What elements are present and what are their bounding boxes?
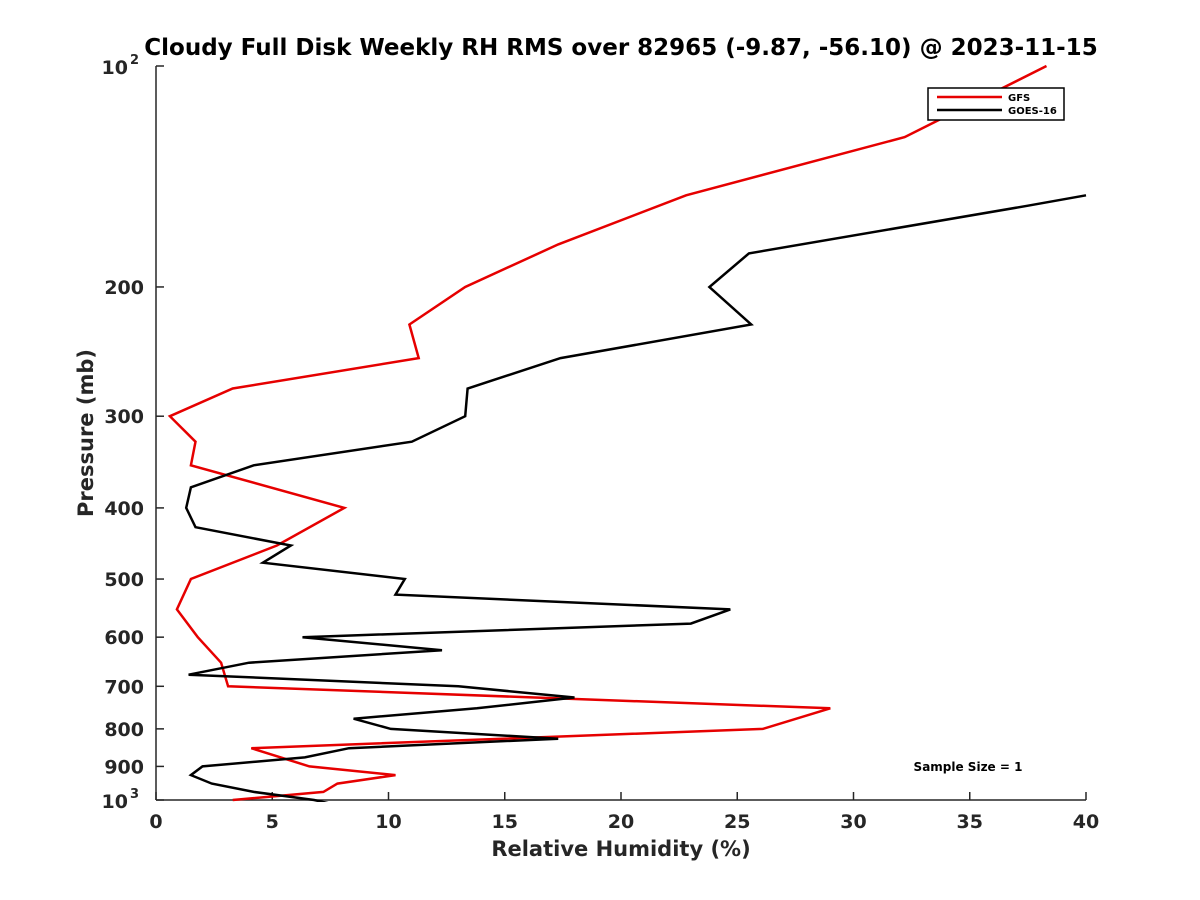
- y-axis-label: Pressure (mb): [74, 349, 98, 517]
- legend: GFS GOES-16: [927, 87, 1065, 121]
- y-tick-label: 800: [104, 719, 144, 741]
- series-line-gfs: [167, 64, 1048, 802]
- x-tick-label: 40: [1073, 811, 1099, 833]
- y-tick-label: 500: [104, 569, 144, 591]
- y-tick-label: 600: [104, 627, 144, 649]
- x-axis-label: Relative Humidity (%): [491, 837, 750, 861]
- y-tick-label: 10: [102, 791, 128, 813]
- sample-size-annotation: Sample Size = 1: [914, 760, 1023, 774]
- chart-title: Cloudy Full Disk Weekly RH RMS over 8296…: [144, 35, 1097, 61]
- series-line-goes16: [184, 194, 1087, 802]
- legend-goes16-label: GOES-16: [1008, 106, 1057, 117]
- y-tick-label: 300: [104, 406, 144, 428]
- y-tick-exponent: 2: [130, 53, 139, 68]
- y-tick-label: 200: [104, 277, 144, 299]
- x-tick-label: 35: [957, 811, 983, 833]
- x-tick-label: 25: [724, 811, 750, 833]
- y-tick-label: 400: [104, 498, 144, 520]
- x-tick-label: 15: [492, 811, 518, 833]
- y-tick-label: 10: [102, 57, 128, 79]
- y-tick-label: 700: [104, 676, 144, 698]
- x-tick-label: 30: [840, 811, 866, 833]
- x-tick-label: 10: [375, 811, 401, 833]
- x-tick-label: 0: [149, 811, 162, 833]
- y-tick-label: 900: [104, 756, 144, 778]
- legend-box: [927, 87, 1065, 121]
- x-tick-label: 20: [608, 811, 634, 833]
- x-tick-label: 5: [266, 811, 279, 833]
- y-tick-exponent: 3: [130, 787, 139, 802]
- legend-gfs-label: GFS: [1008, 93, 1030, 104]
